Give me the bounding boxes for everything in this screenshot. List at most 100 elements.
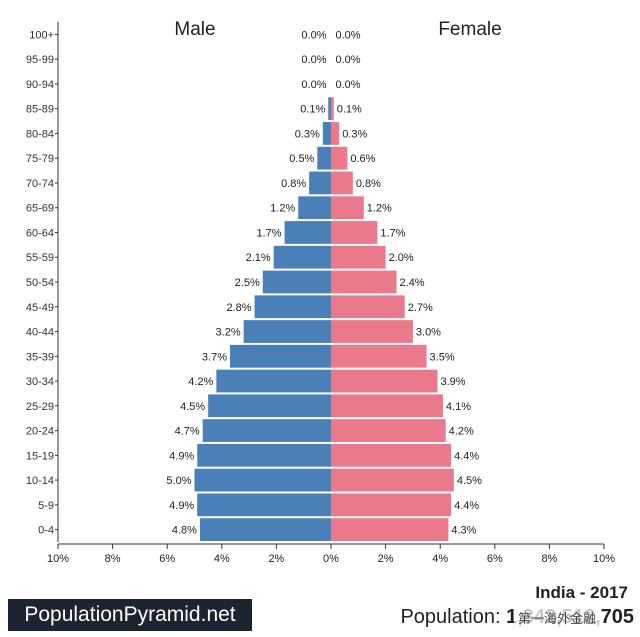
male-value-label: 0.0%: [301, 79, 326, 91]
x-tick-label: 6%: [487, 553, 503, 565]
male-bar: [197, 493, 331, 517]
age-label: 100+: [29, 29, 54, 41]
female-bar: [331, 344, 427, 368]
female-bar: [331, 394, 443, 418]
age-label: 95-99: [26, 54, 54, 66]
male-value-label: 3.2%: [216, 327, 241, 339]
age-label: 80-84: [26, 128, 54, 140]
female-value-label: 1.2%: [367, 203, 392, 215]
male-value-label: 0.8%: [281, 178, 306, 190]
female-bar: [331, 369, 438, 393]
female-bar: [331, 493, 452, 517]
male-value-label: 4.7%: [175, 426, 200, 438]
x-tick-label: 8%: [541, 553, 557, 565]
age-label: 40-44: [26, 327, 54, 339]
x-tick-label: 4%: [214, 553, 230, 565]
age-label: 75-79: [26, 153, 54, 165]
male-value-label: 0.5%: [289, 153, 314, 165]
male-bar: [317, 146, 331, 170]
female-value-label: 4.2%: [449, 426, 474, 438]
x-tick-label: 2%: [268, 553, 284, 565]
male-bar: [202, 419, 331, 442]
male-bar: [197, 443, 331, 467]
male-value-label: 2.8%: [226, 302, 251, 314]
female-value-label: 0.8%: [356, 178, 381, 190]
female-bar: [331, 221, 378, 244]
x-tick-label: 4%: [432, 553, 448, 565]
age-label: 35-39: [26, 351, 54, 363]
female-value-label: 0.0%: [336, 29, 361, 41]
female-bar: [331, 122, 340, 145]
female-bar: [331, 443, 452, 467]
female-value-label: 0.0%: [336, 54, 361, 66]
male-value-label: 0.3%: [295, 128, 320, 140]
watermark-badge: 第一海外金融: [514, 606, 601, 629]
age-label: 10-14: [26, 475, 54, 487]
male-heading: Male: [174, 19, 215, 40]
female-bar: [331, 146, 348, 170]
male-bar: [194, 468, 331, 492]
age-label: 70-74: [26, 178, 54, 190]
female-value-label: 0.6%: [350, 153, 375, 165]
female-value-label: 0.3%: [342, 128, 367, 140]
female-bar: [331, 320, 413, 343]
age-label: 60-64: [26, 227, 54, 239]
male-bar: [328, 97, 331, 121]
female-value-label: 4.4%: [454, 500, 479, 512]
male-bar: [309, 171, 331, 195]
male-bar: [273, 245, 331, 269]
female-value-label: 1.7%: [380, 227, 405, 239]
male-value-label: 2.1%: [246, 252, 271, 264]
x-tick-label: 10%: [593, 553, 615, 565]
male-value-label: 5.0%: [166, 475, 191, 487]
female-bar: [331, 518, 449, 541]
age-label: 45-49: [26, 302, 54, 314]
female-bar: [331, 270, 397, 294]
female-value-label: 3.5%: [430, 351, 455, 363]
male-value-label: 1.2%: [270, 203, 295, 215]
female-bar: [331, 196, 364, 220]
x-tick-label: 6%: [159, 553, 175, 565]
x-tick-label: 0%: [323, 553, 339, 565]
male-value-label: 3.7%: [202, 351, 227, 363]
age-label: 15-19: [26, 450, 54, 462]
brand-logo[interactable]: PopulationPyramid.net: [8, 599, 252, 631]
male-value-label: 4.9%: [169, 500, 194, 512]
male-bar: [262, 270, 331, 294]
x-tick-label: 2%: [378, 553, 394, 565]
male-value-label: 4.2%: [188, 376, 213, 388]
female-bar: [331, 295, 405, 319]
age-label: 90-94: [26, 79, 54, 91]
female-bar: [331, 97, 334, 121]
female-value-label: 3.0%: [416, 327, 441, 339]
population-label: Population:: [400, 606, 501, 628]
age-label: 0-4: [38, 525, 54, 537]
female-bar: [331, 171, 353, 195]
age-label: 85-89: [26, 104, 54, 116]
female-value-label: 2.0%: [389, 252, 414, 264]
female-value-label: 2.4%: [400, 277, 425, 289]
male-bar: [216, 369, 331, 393]
female-value-label: 2.7%: [408, 302, 433, 314]
male-value-label: 0.1%: [300, 104, 325, 116]
female-value-label: 4.1%: [446, 401, 471, 413]
female-value-label: 0.1%: [337, 104, 362, 116]
female-bar: [331, 419, 446, 442]
x-tick-label: 8%: [105, 553, 121, 565]
female-value-label: 4.3%: [451, 525, 476, 537]
male-value-label: 4.9%: [169, 450, 194, 462]
male-value-label: 1.7%: [257, 227, 282, 239]
age-label: 25-29: [26, 401, 54, 413]
male-bar: [243, 320, 331, 343]
country-year: India - 2017: [535, 583, 628, 602]
female-value-label: 3.9%: [440, 376, 465, 388]
male-bar: [199, 518, 331, 541]
male-bar: [298, 196, 331, 220]
male-value-label: 2.5%: [235, 277, 260, 289]
age-label: 65-69: [26, 203, 54, 215]
female-value-label: 0.0%: [336, 79, 361, 91]
female-bar: [331, 245, 386, 269]
male-value-label: 4.5%: [180, 401, 205, 413]
age-label: 50-54: [26, 277, 54, 289]
male-value-label: 0.0%: [301, 29, 326, 41]
